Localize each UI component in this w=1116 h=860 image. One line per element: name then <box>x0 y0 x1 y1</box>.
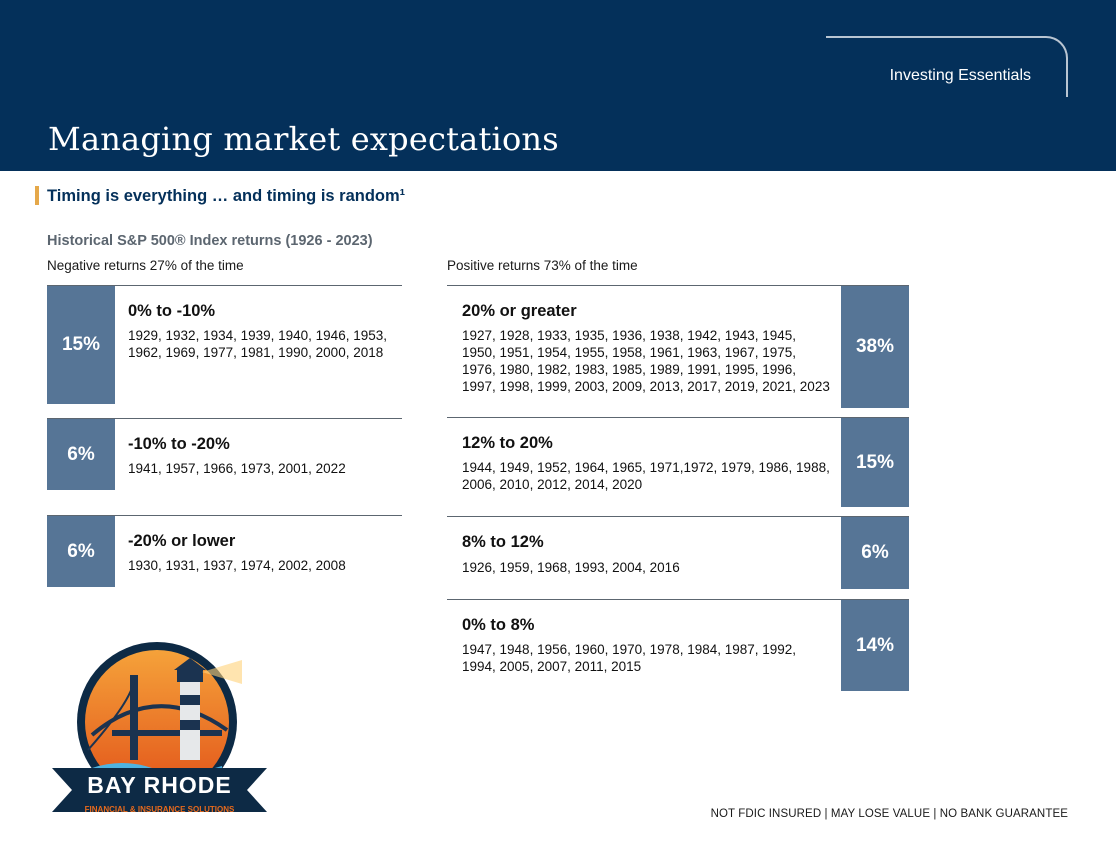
band-years: 1944, 1949, 1952, 1964, 1965, 1971,1972,… <box>462 460 830 492</box>
band-range: 8% to 12% <box>462 533 544 551</box>
band-years: 1929, 1932, 1934, 1939, 1940, 1946, 1953… <box>128 328 387 360</box>
bay-rhode-logo: BAY RHODE FINANCIAL & INSURANCE SOLUTION… <box>52 640 267 825</box>
band-percentage: 6% <box>47 516 115 587</box>
band-range: 0% to -10% <box>128 302 216 320</box>
negative-caption: Negative returns 27% of the time <box>47 258 244 273</box>
band-range: -10% to -20% <box>128 435 230 453</box>
band-percentage: 6% <box>841 517 909 589</box>
page-title: Managing market expectations <box>48 120 559 158</box>
subtitle: Timing is everything … and timing is ran… <box>47 187 406 205</box>
band-percentage: 38% <box>841 286 909 408</box>
positive-band-1: 12% to 20% 1944, 1949, 1952, 1964, 1965,… <box>447 417 909 507</box>
band-range: 12% to 20% <box>462 434 553 452</box>
subtitle-accent-bar <box>35 186 39 205</box>
band-years: 1930, 1931, 1937, 1974, 2002, 2008 <box>128 558 346 573</box>
band-years: 1927, 1928, 1933, 1935, 1936, 1938, 1942… <box>462 328 830 394</box>
lighthouse-bridge-emblem-icon <box>52 642 267 812</box>
band-percentage: 6% <box>47 419 115 490</box>
positive-band-0: 20% or greater 1927, 1928, 1933, 1935, 1… <box>447 285 909 408</box>
band-range: -20% or lower <box>128 532 236 550</box>
band-range: 20% or greater <box>462 302 577 320</box>
band-percentage: 15% <box>841 418 909 507</box>
band-percentage: 15% <box>47 286 115 404</box>
negative-band-2: 6% -20% or lower 1930, 1931, 1937, 1974,… <box>47 515 402 587</box>
negative-band-1: 6% -10% to -20% 1941, 1957, 1966, 1973, … <box>47 418 402 490</box>
band-range: 0% to 8% <box>462 616 535 634</box>
positive-band-3: 0% to 8% 1947, 1948, 1956, 1960, 1970, 1… <box>447 599 909 691</box>
tab-outline-decoration <box>826 36 1068 97</box>
chart-title: Historical S&P 500® Index returns (1926 … <box>47 233 373 249</box>
positive-band-2: 8% to 12% 1926, 1959, 1968, 1993, 2004, … <box>447 516 909 589</box>
logo-tagline: FINANCIAL & INSURANCE SOLUTIONS <box>84 805 235 814</box>
section-tab-label: Investing Essentials <box>889 67 1031 84</box>
band-percentage: 14% <box>841 600 909 691</box>
negative-band-0: 15% 0% to -10% 1929, 1932, 1934, 1939, 1… <box>47 285 402 404</box>
disclaimer-footer: NOT FDIC INSURED | MAY LOSE VALUE | NO B… <box>710 808 1068 820</box>
positive-caption: Positive returns 73% of the time <box>447 258 638 273</box>
band-years: 1947, 1948, 1956, 1960, 1970, 1978, 1984… <box>462 642 797 674</box>
logo-name: BAY RHODE <box>87 772 232 798</box>
header-banner: Investing Essentials Managing market exp… <box>0 0 1116 171</box>
band-years: 1941, 1957, 1966, 1973, 2001, 2022 <box>128 461 346 476</box>
band-years: 1926, 1959, 1968, 1993, 2004, 2016 <box>462 560 680 575</box>
